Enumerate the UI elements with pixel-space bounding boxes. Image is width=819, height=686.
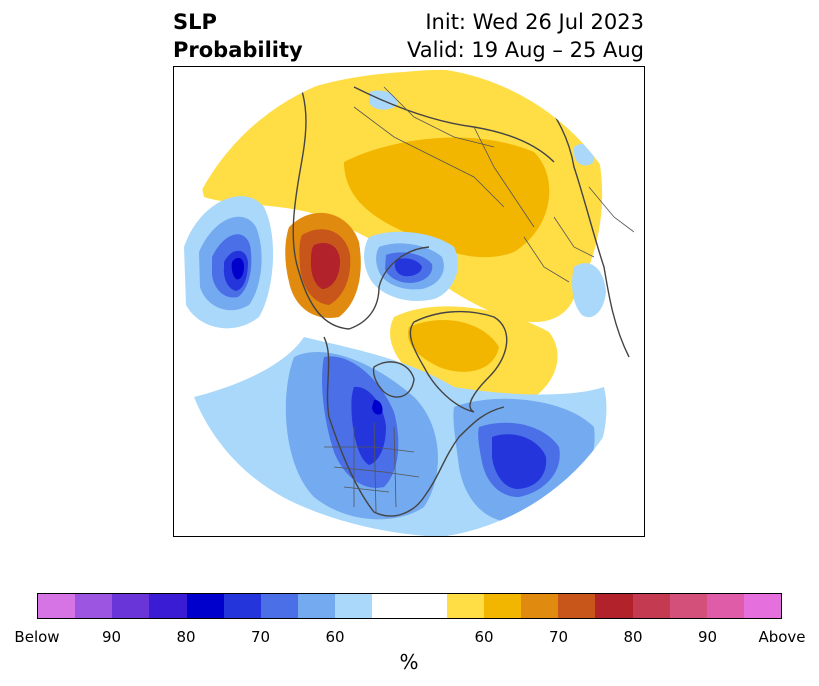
colorbar-segment <box>38 594 76 618</box>
border-line <box>383 86 495 148</box>
colorbar-segment <box>149 594 187 618</box>
colorbar-segment <box>706 594 744 618</box>
coastline-europe <box>523 76 630 358</box>
colorbar-segment <box>223 594 261 618</box>
colorbar-segment <box>335 594 373 618</box>
colorbar-tick-label: Below <box>14 628 60 646</box>
coastlines <box>292 71 630 517</box>
colorbar-segment <box>372 594 410 618</box>
colorbar-segment <box>186 594 224 618</box>
political-borders <box>324 86 635 513</box>
colorbar-segment <box>483 594 522 618</box>
coastline-greenland <box>409 310 508 413</box>
below-region-pacific-peak <box>231 257 244 280</box>
title-variable: SLP <box>173 10 217 34</box>
title-subtitle: Probability <box>173 38 303 62</box>
colorbar-segment <box>521 594 559 618</box>
border-line <box>523 236 570 283</box>
border-line <box>373 421 377 513</box>
init-date: Init: Wed 26 Jul 2023 <box>425 10 644 34</box>
above-region-russia-mid <box>344 137 550 258</box>
probability-map <box>174 67 644 536</box>
colorbar-tick-label: 70 <box>548 628 569 646</box>
colorbar-tick-label: 60 <box>325 628 345 646</box>
probability-colorbar <box>37 593 782 619</box>
colorbar-segment <box>75 594 113 618</box>
below-region-atlantic-core <box>492 434 547 489</box>
colorbar-segment <box>298 594 336 618</box>
coastline-asia-north <box>353 86 555 163</box>
coastline-hudson-bay <box>372 361 415 398</box>
colorbar-segment <box>743 594 782 618</box>
colorbar-tick-label: Above <box>758 628 806 646</box>
colorbar-tick-label: 60 <box>474 628 494 646</box>
border-line <box>324 446 415 453</box>
colorbar-tick-label: 90 <box>697 628 718 646</box>
border-line <box>553 216 595 258</box>
border-line <box>353 106 505 208</box>
coastline-eurasia-arctic <box>292 71 430 330</box>
below-region-arctic-core <box>394 258 422 277</box>
colorbar-segment <box>558 594 596 618</box>
colorbar-segment <box>446 594 484 618</box>
above-region-greenland-mid <box>408 319 499 372</box>
colorbar-tick-label: 70 <box>250 628 271 646</box>
valid-range: Valid: 19 Aug – 25 Aug <box>406 38 644 62</box>
below-region-scandinavia <box>572 263 606 318</box>
colorbar-segment <box>112 594 150 618</box>
below-normal-shading <box>184 90 607 536</box>
map-title: SLP Probability <box>173 8 303 64</box>
border-line <box>343 486 390 493</box>
colorbar-tick-label: 80 <box>623 628 643 646</box>
above-region-siberia-core <box>310 242 340 289</box>
colorbar-tick-label: 80 <box>176 628 196 646</box>
map-panel <box>173 66 645 537</box>
border-line <box>473 126 535 228</box>
colorbar-segment <box>669 594 707 618</box>
colorbar-segment <box>595 594 633 618</box>
border-line <box>588 186 635 233</box>
colorbar-tick-label: 90 <box>101 628 122 646</box>
colorbar-segment <box>409 594 447 618</box>
coastline-north-america <box>323 336 505 517</box>
forecast-dates: Init: Wed 26 Jul 2023 Valid: 19 Aug – 25… <box>407 8 644 64</box>
border-line <box>393 426 397 508</box>
below-region-namerica-peak <box>372 399 383 415</box>
border-line <box>333 466 420 478</box>
colorbar-segment <box>632 594 670 618</box>
colorbar-segment <box>260 594 299 618</box>
colorbar-unit-label: % <box>399 650 419 674</box>
